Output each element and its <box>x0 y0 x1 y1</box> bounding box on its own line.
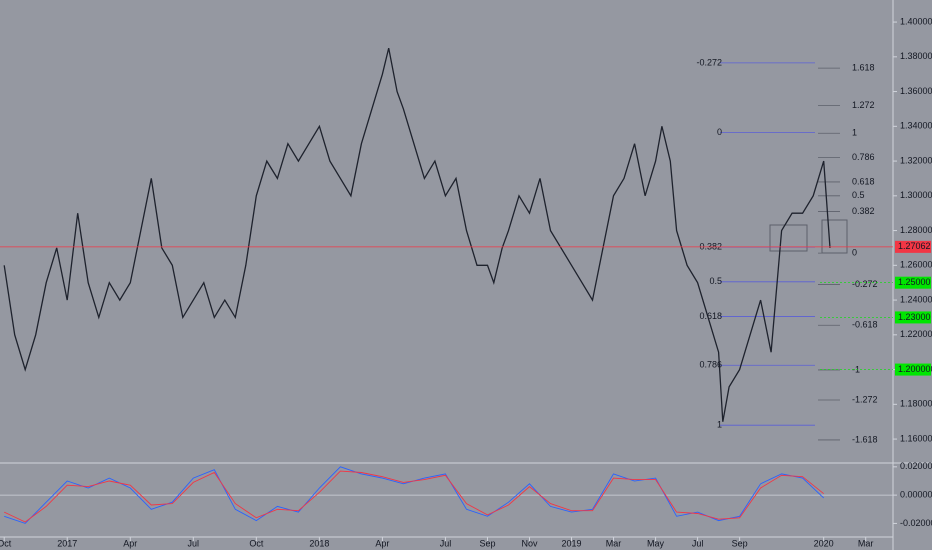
y-tick-label: 1.38000 <box>900 51 932 61</box>
price-tag-label: 1.20000 <box>898 364 931 374</box>
fib-label: -0.618 <box>852 320 878 330</box>
price-tag <box>895 311 931 324</box>
x-tick-label: 2018 <box>309 538 329 548</box>
fib-label: 0.382 <box>852 206 875 216</box>
fib-label: 1 <box>852 128 857 138</box>
fib-label: 0.786 <box>852 152 875 162</box>
price-tag <box>895 363 931 376</box>
price-line <box>3 47 831 422</box>
y-tick-label: 1.36000 <box>900 86 932 96</box>
price-tag-label: 1.23000 <box>898 312 931 322</box>
x-tick-label: Jul <box>188 538 200 548</box>
x-tick-label: May <box>647 538 665 548</box>
y-tick-label: 0.02000 <box>900 461 932 471</box>
y-tick-label: 1.32000 <box>900 155 932 165</box>
fib-label: 0 <box>717 127 722 137</box>
fib-label: 1.618 <box>852 62 875 72</box>
y-tick-label: -0.02000 <box>900 518 932 528</box>
x-tick-label: Apr <box>123 538 137 548</box>
x-tick-label: Sep <box>479 538 495 548</box>
y-tick-label: 1.22000 <box>900 329 932 339</box>
y-tick-label: 1.34000 <box>900 121 932 131</box>
y-tick-label: 1.16000 <box>900 433 932 443</box>
y-tick-label: 1.18000 <box>900 399 932 409</box>
x-tick-label: Apr <box>375 538 389 548</box>
x-tick-label: Mar <box>606 538 622 548</box>
fib-label: 0.618 <box>699 311 722 321</box>
fib-label: 0.618 <box>852 176 875 186</box>
x-tick-label: 2017 <box>57 538 77 548</box>
x-tick-label: Oct <box>249 538 264 548</box>
price-tag <box>895 276 931 289</box>
x-tick-label: Nov <box>521 538 538 548</box>
y-tick-label: 1.28000 <box>900 225 932 235</box>
y-tick-label: 1.24000 <box>900 294 932 304</box>
fib-label: 1.272 <box>852 100 875 110</box>
fib-label: -0.272 <box>696 57 722 67</box>
x-tick-label: Jul <box>440 538 452 548</box>
price-tag-label: 1.27062 <box>898 241 931 251</box>
fib-label: -1.618 <box>852 434 878 444</box>
y-tick-label: 1.26000 <box>900 260 932 270</box>
x-tick-label: Mar <box>858 538 874 548</box>
y-tick-label: 1.40000 <box>900 16 932 26</box>
fib-label: -1.272 <box>852 394 878 404</box>
price-tag-label: 1.25000 <box>898 277 931 287</box>
y-tick-label: 0.00000 <box>900 489 932 499</box>
x-tick-label: Sep <box>732 538 748 548</box>
fib-label: 1 <box>717 420 722 430</box>
fib-label: 0 <box>852 248 857 258</box>
y-tick-label: 1.30000 <box>900 190 932 200</box>
x-tick-label: 2020 <box>814 538 834 548</box>
range-box <box>769 224 808 252</box>
fib-label: -0.272 <box>852 279 878 289</box>
x-tick-label: Jul <box>692 538 704 548</box>
fib-label: 0.5 <box>709 276 722 286</box>
price-line <box>4 470 824 523</box>
x-tick-label: 2019 <box>562 538 582 548</box>
fib-label: 0.382 <box>699 241 722 251</box>
price-tag <box>895 240 931 253</box>
fib-label: 0.786 <box>699 360 722 370</box>
fib-label: 0.5 <box>852 190 865 200</box>
x-tick-label: Oct <box>0 538 12 548</box>
